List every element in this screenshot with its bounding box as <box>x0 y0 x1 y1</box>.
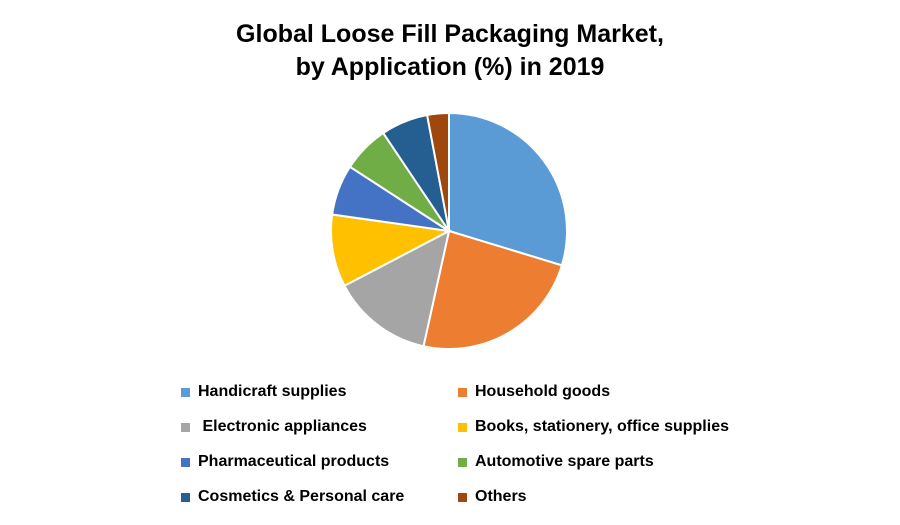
legend-item: Others <box>458 487 527 507</box>
legend-item: Handicraft supplies <box>181 382 346 402</box>
legend-swatch <box>181 492 190 502</box>
legend-item: Books, stationery, office supplies <box>458 417 729 437</box>
legend-label: Pharmaceutical products <box>198 453 390 470</box>
legend-label: Automotive spare parts <box>475 453 654 470</box>
legend-label: Others <box>475 488 527 505</box>
legend-swatch <box>181 422 190 432</box>
pie-slice-3 <box>329 213 453 288</box>
pie-slice-0 <box>448 111 569 267</box>
legend-swatch <box>458 422 467 432</box>
legend-item: Electronic appliances <box>181 417 367 437</box>
legend-label: Electronic appliances <box>198 418 367 435</box>
legend-label: Cosmetics & Personal care <box>198 488 405 505</box>
legend-swatch <box>458 492 467 502</box>
legend-label: Books, stationery, office supplies <box>475 418 729 435</box>
chart-title-line-1: Global Loose Fill Packaging Market, <box>236 20 664 48</box>
pie-slice-2 <box>343 229 451 348</box>
legend-swatch <box>458 387 467 397</box>
legend-swatch <box>181 387 190 397</box>
legend-item: Cosmetics & Personal care <box>181 487 404 507</box>
legend-label: Handicraft supplies <box>198 383 347 400</box>
chart-title-line-2: by Application (%) in 2019 <box>295 53 605 81</box>
legend-label: Household goods <box>475 383 611 400</box>
legend-swatch <box>458 457 467 467</box>
legend-item: Household goods <box>458 382 610 402</box>
legend-item: Pharmaceutical products <box>181 452 389 472</box>
legend-swatch <box>181 457 190 467</box>
pie-slice-1 <box>422 229 564 350</box>
chart-title: Global Loose Fill Packaging Market, by A… <box>0 18 900 84</box>
legend-item: Automotive spare parts <box>458 452 654 472</box>
pie-slice-7 <box>425 111 450 232</box>
